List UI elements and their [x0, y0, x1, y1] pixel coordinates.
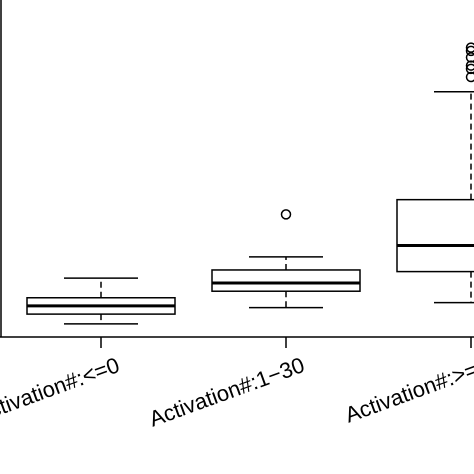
box-group	[26, 277, 176, 325]
outlier-point	[465, 45, 474, 57]
outlier-point	[465, 60, 474, 71]
box-series	[26, 42, 474, 325]
x-tick-label: Activation#:>=3	[342, 352, 474, 427]
outlier-point	[465, 71, 474, 83]
outlier-point	[465, 52, 474, 63]
x-tick-label: Activation#:<=0	[0, 352, 123, 427]
plot-area	[0, 0, 474, 338]
outlier-point	[465, 63, 474, 75]
outlier-point	[465, 42, 474, 53]
x-axis: Activation#:<=0 Activation#:1−30 Activatio…	[0, 337, 474, 432]
box-group	[211, 209, 361, 309]
iqr-box	[396, 198, 474, 273]
x-tick-label: Activation#:1−30	[146, 352, 308, 431]
iqr-box	[211, 269, 361, 292]
outlier-point	[280, 209, 292, 220]
box-group	[396, 42, 474, 304]
